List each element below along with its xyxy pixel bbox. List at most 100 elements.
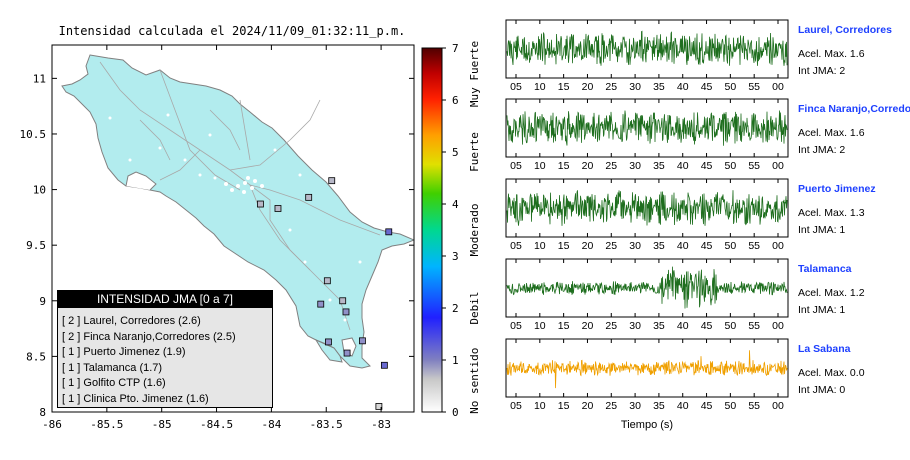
- waveform-xtick-label: 35: [653, 240, 665, 252]
- colorbar-tick-label: 1: [452, 354, 459, 367]
- station-name: Talamanca: [798, 263, 852, 275]
- colorbar-tick-label: 5: [452, 146, 459, 159]
- map-ytick-label: 9.5: [26, 239, 46, 252]
- map-xtick-label: -86: [42, 418, 62, 431]
- waveform-xtick-label: 25: [605, 81, 617, 93]
- waveform-xtick-label: 25: [605, 320, 617, 332]
- legend-item: [ 1 ] Talamanca (1.7): [62, 361, 163, 374]
- waveform-xtick-label: 55: [748, 240, 760, 252]
- station-marker: [325, 338, 332, 346]
- colorbar-category-label: Debil: [468, 291, 481, 324]
- station-marker: [257, 200, 264, 208]
- waveform-xtick-label: 20: [582, 160, 594, 172]
- acel-max-label: Acel. Max. 0.0: [798, 367, 865, 379]
- map-ytick-label: 10: [33, 184, 46, 197]
- waveform-xtick-label: 35: [653, 320, 665, 332]
- station-marker: [375, 403, 383, 410]
- waveform-xtick-label: 40: [677, 400, 689, 412]
- waveform-xtick-label: 20: [582, 81, 594, 93]
- waveform-trace: [506, 190, 788, 226]
- station-marker: [385, 228, 393, 236]
- legend-item: [ 2 ] Finca Naranjo,Corredores (2.5): [62, 330, 236, 343]
- waveform-trace: [506, 30, 788, 66]
- waveform-xtick-label: 30: [629, 160, 641, 172]
- legend-rows: [ 2 ] Laurel, Corredores (2.6) [ 2 ] Finc…: [58, 308, 272, 407]
- colorbar-category-label: Muy Fuerte: [468, 41, 481, 107]
- acel-max-label: Acel. Max. 1.6: [798, 127, 865, 139]
- costa-rica-landmass: [61, 54, 414, 369]
- colorbar-category-label: Fuerte: [468, 132, 481, 172]
- waveform-trace: [506, 110, 788, 146]
- waveform-xtick-label: 50: [725, 81, 737, 93]
- waveform-xtick-label: 05: [510, 240, 522, 252]
- station-marker: [328, 177, 336, 185]
- station-marker: [342, 308, 350, 316]
- station-name: La Sabana: [798, 343, 851, 355]
- waveform-xtick-label: 40: [677, 160, 689, 172]
- waveform-panel: 05 10 15 20 25 30 35 40 45 50 55 00 Talamanca Acel. M…: [505, 258, 865, 332]
- waveform-xtick-label: 05: [510, 400, 522, 412]
- waveform-xtick-label: 55: [748, 400, 760, 412]
- waveform-xtick-label: 00: [772, 320, 784, 332]
- waveform-panel: 05 10 15 20 25 30 35 40 45 50 55 00 Laurel, Corredor…: [505, 19, 892, 93]
- legend-item: [ 2 ] Laurel, Corredores (2.6): [62, 315, 201, 327]
- legend-item: [ 1 ] Golfito CTP (1.6): [62, 377, 166, 389]
- waveform-panel: 05 10 15 20 25 30 35 40 45 50 55 00 Puerto Jimenez Ac…: [505, 178, 876, 252]
- waveform-xtick-label: 00: [772, 240, 784, 252]
- roads-layer: [99, 61, 381, 331]
- legend-item: [ 1 ] Puerto Jimenez (1.9): [62, 346, 186, 358]
- waveform-xtick-label: 15: [558, 160, 570, 172]
- station-marker: [359, 337, 366, 345]
- colorbar-category-label: Moderado: [468, 204, 481, 257]
- waveform-xtick-label: 00: [772, 81, 784, 93]
- map-xtick-label: -83.5: [310, 418, 343, 431]
- colorbar-ticks: 0 1 2 3 4 5 6 7: [442, 42, 459, 419]
- waveform-xtick-label: 35: [653, 81, 665, 93]
- map-xtick-label: -83: [371, 418, 391, 431]
- map-ytick-label: 9: [39, 295, 46, 308]
- town-markers: [108, 113, 362, 322]
- waveform-xtick-label: 30: [629, 320, 641, 332]
- station-marker: [274, 205, 282, 212]
- waveform-xtick-label: 20: [582, 240, 594, 252]
- waveform-xtick-label: 05: [510, 81, 522, 93]
- waveform-trace: [506, 350, 788, 389]
- waveform-xtick-label: 10: [534, 320, 546, 332]
- waveform-xtick-label: 45: [701, 81, 713, 93]
- waveform-xtick-label: 50: [725, 160, 737, 172]
- map-axis-ticks: -86 -85.5 -85 -84.5 -84 -83.5 -83 11 10.5 10 9.5 9 8…: [20, 45, 414, 431]
- int-jma-label: Int JMA: 1: [798, 304, 845, 316]
- colorbar-gradient: [421, 47, 443, 413]
- station-name: Laurel, Corredores: [798, 24, 892, 36]
- waveform-xtick-label: 35: [653, 160, 665, 172]
- station-marker: [343, 349, 351, 357]
- acel-max-label: Acel. Max. 1.3: [798, 207, 865, 219]
- waveform-xtick-label: 15: [558, 320, 570, 332]
- waveform-panel: 05 10 15 20 25 30 35 40 45 50 55 00 Finca Naranjo,Co…: [505, 98, 910, 172]
- station-name: Finca Naranjo,Corredores: [798, 103, 910, 115]
- station-marker: [380, 361, 388, 369]
- waveform-xtick-label: 40: [677, 320, 689, 332]
- waveform-xlabel: Tiempo (s): [621, 419, 673, 431]
- colorbar-tick-label: 4: [452, 198, 459, 211]
- waveform-xtick-label: 15: [558, 81, 570, 93]
- waveform-xtick-label: 15: [558, 240, 570, 252]
- waveform-xtick-label: 05: [510, 160, 522, 172]
- map-xtick-label: -85.5: [90, 418, 123, 431]
- colorbar-tick-label: 7: [452, 42, 459, 55]
- station-marker: [317, 300, 325, 308]
- map-frame: [51, 44, 415, 413]
- waveform-xtick-label: 30: [629, 240, 641, 252]
- legend-title: INTENSIDAD JMA [0 a 7]: [58, 291, 272, 308]
- waveform-xtick-label: 55: [748, 160, 760, 172]
- int-jma-label: Int JMA: 2: [798, 65, 845, 77]
- colorbar: 0 1 2 3 4 5 6 7 No sentido Debil Moderado Fuerte Mu…: [421, 41, 481, 419]
- waveform-xtick-label: 20: [582, 320, 594, 332]
- map-ytick-label: 8: [39, 406, 46, 419]
- waveform-panels: 05 10 15 20 25 30 35 40 45 50 55 00 Laurel, Corredor…: [505, 19, 910, 412]
- int-jma-label: Int JMA: 0: [798, 384, 845, 396]
- colorbar-tick-label: 2: [452, 302, 459, 315]
- waveform-xtick-label: 50: [725, 240, 737, 252]
- waveform-xtick-label: 50: [725, 400, 737, 412]
- waveform-trace: [506, 266, 788, 309]
